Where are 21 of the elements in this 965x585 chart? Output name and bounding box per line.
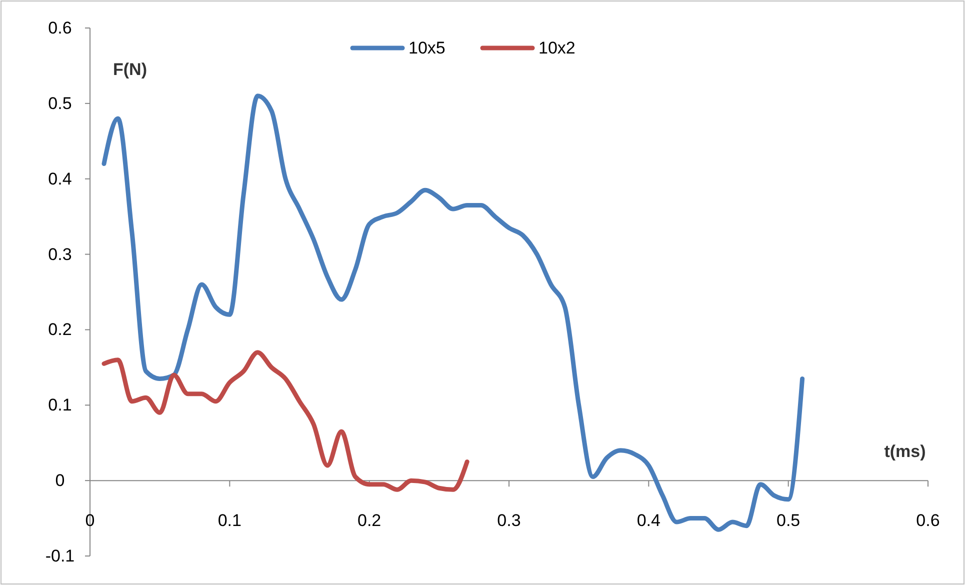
x-tick-label: 0.3: [497, 511, 521, 530]
y-tick-label: 0.5: [48, 94, 72, 113]
line-series: [102, 94, 805, 532]
x-tick-label: 0.6: [916, 511, 940, 530]
legend-label: 10x2: [538, 38, 576, 58]
x-tick-label: 0.4: [636, 511, 660, 530]
x-tick-label: 0: [85, 511, 95, 530]
x-axis-title: t(ms): [884, 442, 926, 461]
y-tick-label: 0.6: [48, 18, 72, 38]
y-tick-label: 0.2: [48, 320, 72, 340]
x-tick-label: 0.2: [358, 511, 382, 530]
y-tick-label: 0: [55, 471, 65, 490]
legend-label: 10x5: [408, 38, 446, 58]
line-series: [102, 350, 470, 492]
x-tick-label: 0.5: [776, 511, 800, 530]
y-tick-label: -0.1: [45, 546, 75, 566]
x-tick-label: 0.1: [218, 511, 242, 530]
y-tick-label: 0.3: [48, 244, 72, 264]
y-axis-title: F(N): [113, 60, 147, 79]
y-tick-label: 0.4: [48, 169, 72, 188]
y-tick-label: 0.1: [48, 396, 72, 415]
